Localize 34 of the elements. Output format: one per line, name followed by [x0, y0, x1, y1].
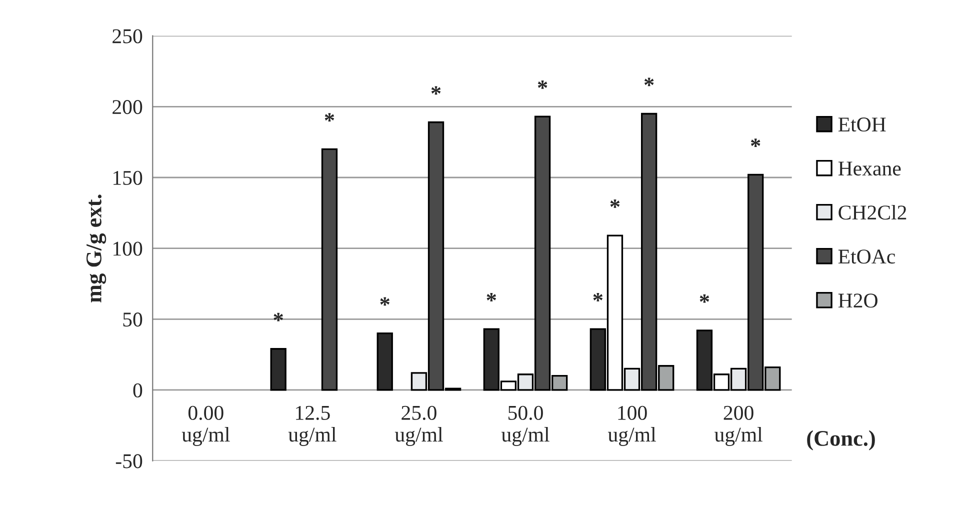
- data-label: *: [593, 293, 603, 302]
- legend-label: Hexane: [838, 162, 901, 176]
- y-tick-label: 250: [112, 29, 142, 44]
- data-label: *: [431, 86, 441, 95]
- data-label: *: [610, 200, 620, 208]
- data-label: *: [380, 297, 390, 306]
- y-tick-label: 50: [123, 312, 142, 327]
- x-tick-label: 50.0 ug/ml: [501, 406, 550, 446]
- y-tick-label: 0: [133, 383, 142, 398]
- x-tick-label: 25.0 ug/ml: [394, 406, 443, 446]
- bar: [376, 332, 393, 391]
- y-tick-label: 150: [114, 170, 142, 185]
- bar: [321, 148, 338, 391]
- data-label: *: [274, 312, 283, 322]
- bar: [270, 348, 286, 391]
- y-tick-label: 200: [112, 100, 142, 114]
- data-label: *: [324, 113, 334, 122]
- x-tick-label: 200 ug/ml: [714, 406, 762, 446]
- data-label: *: [486, 293, 496, 302]
- x-tick-label: 0.00 ug/ml: [182, 406, 230, 446]
- legend-label: EtOAc: [838, 250, 896, 264]
- y-tick-label: -50: [116, 454, 142, 468]
- x-axis-title: (Conc.): [807, 430, 875, 450]
- data-label: *: [538, 80, 548, 89]
- legend-label: EtOH: [838, 118, 886, 132]
- data-label: *: [700, 294, 710, 303]
- legend-label: H2O: [838, 294, 878, 308]
- x-tick-label: 100 ug/ml: [608, 406, 656, 446]
- legend-label: CH2Cl2: [838, 204, 906, 220]
- y-axis-title: mg G/g ext.: [86, 194, 106, 302]
- data-label: *: [750, 138, 760, 147]
- x-tick-label: 12.5 ug/ml: [288, 406, 336, 446]
- y-tick-label: 100: [114, 242, 142, 256]
- data-label: *: [644, 78, 654, 86]
